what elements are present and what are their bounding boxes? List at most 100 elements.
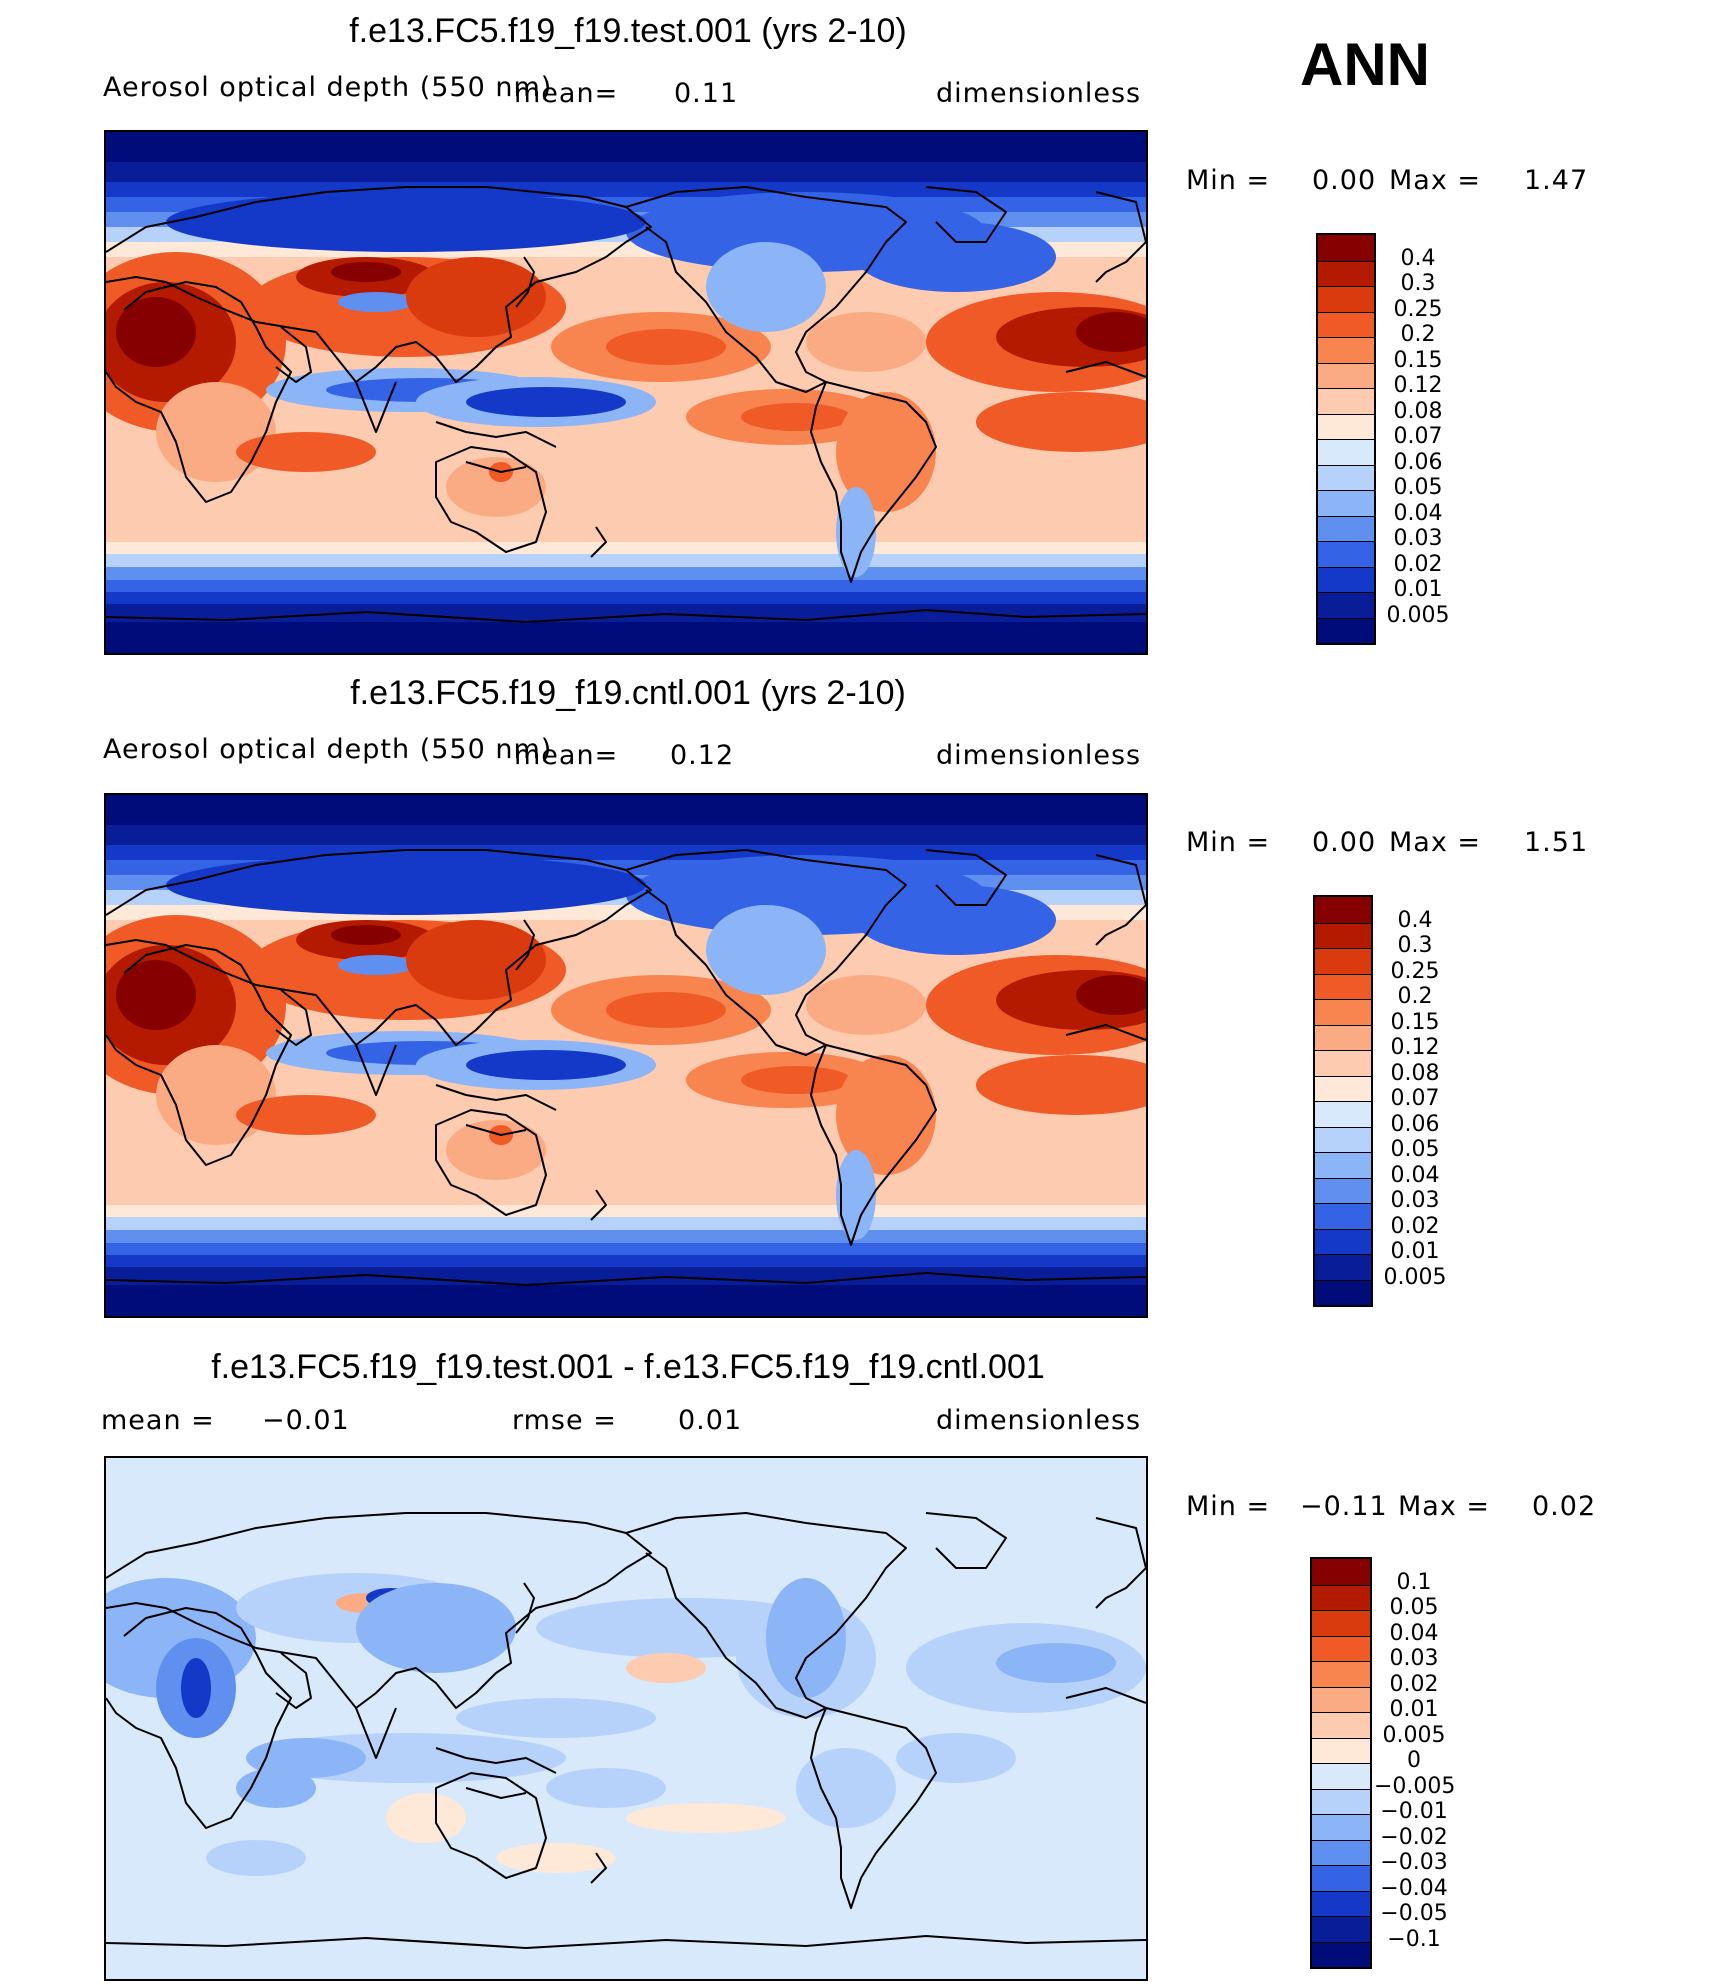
colorbar-tick-label: 0.02 [1389,1671,1439,1697]
coastline [590,1189,607,1221]
colorbar-tick-label: 0.04 [1393,500,1443,526]
aod-band [106,1217,1146,1230]
colorbar-tick-label: 0.02 [1393,551,1443,577]
panel-1-mean-value: 0.11 [674,78,739,109]
panel-2-max-value: 1.51 [1524,827,1589,858]
coastline [515,256,535,308]
colorbar-swatch [1312,1737,1370,1763]
colorbar-tick-label: 0.05 [1390,1137,1440,1162]
colorbar-tick-label: 0.03 [1390,1188,1440,1213]
panel-1-units: dimensionless [936,78,1142,109]
colorbar-tick-label: 0.02 [1390,1213,1440,1239]
panel-1-max-value: 1.47 [1524,165,1589,196]
colorbar-swatch [1318,566,1374,592]
coastline [625,1512,907,1719]
aod-patch [331,262,401,282]
colorbar-tick-label: 0.04 [1389,1620,1439,1646]
colorbar-tick-label: 0.06 [1393,449,1443,475]
colorbar-tick-label: 0.25 [1390,958,1440,984]
colorbar-swatch [1312,1712,1370,1738]
colorbar-swatch [1312,1635,1370,1661]
colorbar-swatch [1318,260,1374,286]
panel-2-mean-label: mean= [514,740,619,771]
colorbar-swatch [1315,1152,1371,1178]
colorbar-tick-label: 0.07 [1390,1086,1440,1111]
colorbar-swatch [1312,1661,1370,1687]
colorbar-tick-label: −0.01 [1380,1799,1448,1824]
coastline [106,1935,1146,1949]
colorbar-swatch [1312,1686,1370,1712]
colorbar-swatch [1315,922,1371,948]
aod-patch [1076,312,1146,352]
colorbar-swatch [1315,948,1371,974]
colorbar-swatch [1318,311,1374,337]
colorbar-tick-label: −0.1 [1387,1926,1441,1952]
panel-3-units: dimensionless [936,1405,1142,1436]
panel-2-min-label: Min = [1186,827,1271,858]
aod-patch [116,297,196,367]
panel-3-rmse-value: 0.01 [678,1405,743,1436]
colorbar-swatch [1318,515,1374,541]
panel-2-map [104,793,1148,1318]
coastline [106,281,292,503]
diff-patch [356,1583,516,1673]
panel-1-colorbar [1316,233,1376,645]
colorbar-swatch [1312,1788,1370,1814]
colorbar-tick-label: 0.08 [1393,398,1443,424]
panel-2-mean-value: 0.12 [670,740,735,771]
aod-band [106,604,1146,622]
coastline [275,1652,312,1709]
colorbar-tick-label: 0.05 [1393,475,1443,500]
coastline [106,1272,1146,1286]
coastline [925,849,1007,906]
colorbar-swatch [1318,286,1374,312]
coastline [435,421,557,448]
panel-3-max-value: 0.02 [1532,1491,1597,1522]
coastline [625,186,907,393]
colorbar-swatch [1318,541,1374,567]
colorbar-tick-label: 0.08 [1390,1060,1440,1086]
colorbar-swatch [1315,1126,1371,1152]
coastline [590,1852,607,1884]
diff-patch [996,1643,1116,1683]
panel-1-variable-label: Aerosol optical depth (550 nm) [103,72,553,103]
panel-1-min-label: Min = [1186,165,1271,196]
colorbar-swatch [1315,1101,1371,1127]
colorbar-swatch [1312,1941,1370,1967]
colorbar-tick-label: −0.02 [1380,1824,1448,1850]
colorbar-swatch [1318,439,1374,465]
diff-patch [386,1793,466,1843]
aod-patch [806,975,926,1035]
aod-patch [856,885,1056,955]
diff-patch [546,1768,666,1808]
panel-2-max-label: Max = [1389,827,1482,858]
aod-patch [856,222,1056,292]
coastline [435,1084,557,1111]
coastline [355,1044,397,1096]
coastline [810,381,937,583]
colorbar-tick-label: 0.005 [1386,602,1450,628]
aod-band [106,845,1146,860]
colorbar-swatch [1315,999,1371,1025]
aod-patch [1076,975,1146,1015]
colorbar-swatch [1318,413,1374,439]
panel-3-title: f.e13.FC5.f19_f19.test.001 - f.e13.FC5.f… [211,1348,1045,1386]
colorbar-swatch [1318,617,1374,643]
diff-patch [796,1748,896,1828]
colorbar-tick-label: 0.2 [1400,322,1436,347]
aod-patch [331,925,401,945]
colorbar-tick-label: 0.06 [1390,1111,1440,1137]
panel-2-colorbar [1313,895,1373,1307]
diff-patch [496,1843,616,1873]
coastline [465,1124,527,1136]
colorbar-swatch [1312,1610,1370,1636]
panel-1-max-label: Max = [1389,165,1482,196]
colorbar-tick-label: 0.4 [1400,245,1436,271]
panel-3-max-label: Max = [1398,1491,1491,1522]
colorbar-tick-label: 0.4 [1397,907,1433,933]
coastline [275,989,312,1046]
colorbar-swatch [1312,1584,1370,1610]
colorbar-tick-label: 0.2 [1397,984,1433,1009]
diff-patch [896,1733,1016,1783]
colorbar-swatch [1318,592,1374,618]
